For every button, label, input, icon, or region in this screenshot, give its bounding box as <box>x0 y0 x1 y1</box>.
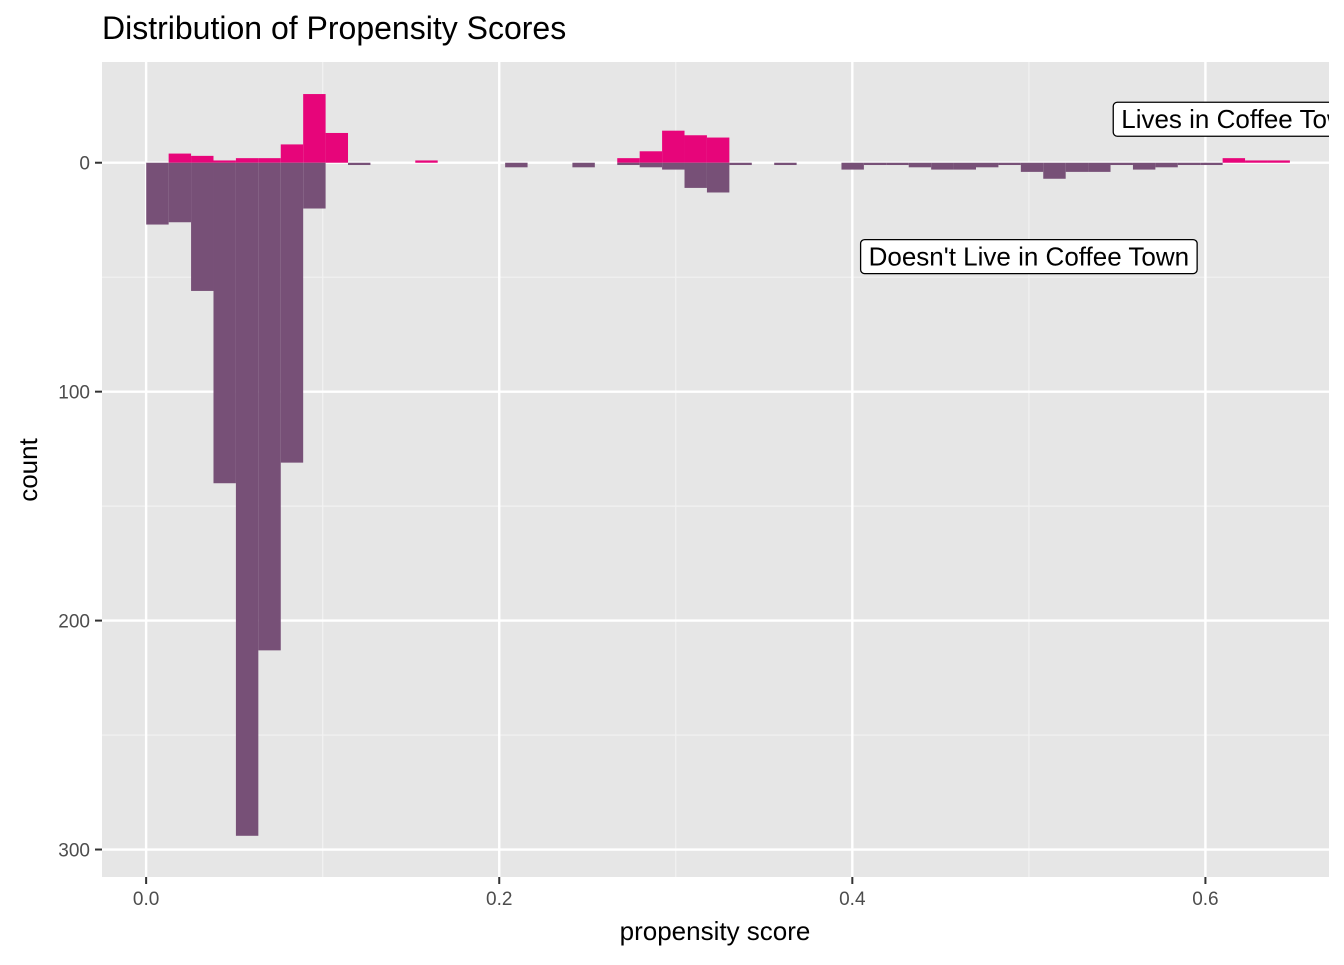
y-tick-label: 300 <box>58 841 90 862</box>
bar-doesnt-live-in-coffee-town <box>1065 162 1089 172</box>
annotation-box <box>1112 101 1329 137</box>
bar-doesnt-live-in-coffee-town <box>146 162 169 225</box>
bar-lives-in-coffee-town <box>662 130 685 163</box>
bar-doesnt-live-in-coffee-town <box>1177 162 1201 166</box>
bar-lives-in-coffee-town <box>1222 158 1246 163</box>
x-axis-ticks: 0.0 0.2 0.4 0.6 <box>133 877 1219 910</box>
x-tick-label: 0.6 <box>1192 889 1218 910</box>
bar-doesnt-live-in-coffee-town <box>213 162 236 484</box>
annotation-text: Lives in Coffee Town <box>1121 104 1344 134</box>
annotations: Lives in Coffee Town Doesn't Live in Coff… <box>859 101 1344 275</box>
bar-doesnt-live-in-coffee-town <box>617 162 640 166</box>
bar-doesnt-live-in-coffee-town <box>975 162 999 168</box>
bar-doesnt-live-in-coffee-town <box>1200 162 1223 166</box>
x-tick-label: 0.0 <box>133 889 159 910</box>
bar-lives-in-coffee-town <box>617 158 640 163</box>
bar-doesnt-live-in-coffee-town <box>886 162 909 166</box>
bar-doesnt-live-in-coffee-town <box>998 162 1021 166</box>
chart-title: Distribution of Propensity Scores <box>102 10 566 46</box>
bar-lives-in-coffee-town <box>280 144 304 163</box>
bar-doesnt-live-in-coffee-town <box>774 162 797 166</box>
x-axis-label: propensity score <box>620 916 811 946</box>
bar-lives-in-coffee-town <box>235 158 259 163</box>
bar-lives-in-coffee-town <box>1245 160 1268 163</box>
bars-doesnt-live-in-coffee-town <box>146 162 1223 836</box>
x-tick-label: 0.4 <box>839 889 866 910</box>
bar-doesnt-live-in-coffee-town <box>258 162 281 651</box>
bar-lives-in-coffee-town <box>303 94 326 163</box>
x-tick-label: 0.2 <box>486 889 512 910</box>
bar-doesnt-live-in-coffee-town <box>1043 162 1066 179</box>
bar-doesnt-live-in-coffee-town <box>191 162 214 291</box>
bar-doesnt-live-in-coffee-town <box>572 162 595 168</box>
bar-lives-in-coffee-town <box>415 160 438 163</box>
bar-lives-in-coffee-town <box>191 155 214 163</box>
bar-lives-in-coffee-town <box>258 158 281 163</box>
bar-lives-in-coffee-town <box>325 132 349 163</box>
bar-lives-in-coffee-town <box>168 153 192 163</box>
bar-doesnt-live-in-coffee-town <box>1020 162 1044 172</box>
y-tick-label: 100 <box>58 383 90 404</box>
bar-doesnt-live-in-coffee-town <box>729 162 752 166</box>
bar-doesnt-live-in-coffee-town <box>908 162 932 168</box>
y-axis-ticks: 0 100 200 300 <box>58 154 102 862</box>
bar-doesnt-live-in-coffee-town <box>684 162 707 188</box>
bar-doesnt-live-in-coffee-town <box>1110 162 1133 166</box>
bar-doesnt-live-in-coffee-town <box>931 162 954 170</box>
bar-doesnt-live-in-coffee-town <box>953 162 976 170</box>
bar-doesnt-live-in-coffee-town <box>505 162 528 168</box>
bar-doesnt-live-in-coffee-town <box>662 162 685 170</box>
bar-doesnt-live-in-coffee-town <box>1132 162 1156 170</box>
annotation-box <box>859 238 1198 275</box>
bar-doesnt-live-in-coffee-town <box>303 162 326 209</box>
bar-doesnt-live-in-coffee-town <box>841 162 864 170</box>
bar-lives-in-coffee-town <box>1267 160 1290 163</box>
bar-doesnt-live-in-coffee-town <box>1088 162 1111 172</box>
bar-doesnt-live-in-coffee-town <box>639 162 663 168</box>
bar-doesnt-live-in-coffee-town <box>1155 162 1178 168</box>
bar-lives-in-coffee-town <box>213 160 236 163</box>
y-axis-label: count <box>13 437 43 501</box>
bar-doesnt-live-in-coffee-town <box>168 162 192 223</box>
bar-lives-in-coffee-town <box>684 135 707 163</box>
bar-doesnt-live-in-coffee-town <box>348 162 371 166</box>
bar-doesnt-live-in-coffee-town <box>706 162 730 193</box>
bar-doesnt-live-in-coffee-town <box>280 162 304 463</box>
bar-doesnt-live-in-coffee-town <box>235 162 259 836</box>
annotation-text: Doesn't Live in Coffee Town <box>869 242 1190 272</box>
annotation-doesnt-live-in-coffee-town: Doesn't Live in Coffee Town <box>859 238 1198 275</box>
y-tick-label: 0 <box>79 154 90 175</box>
bars-lives-in-coffee-town <box>168 94 1290 163</box>
y-tick-label: 200 <box>58 612 90 633</box>
bar-lives-in-coffee-town <box>706 137 730 163</box>
annotation-lives-in-coffee-town: Lives in Coffee Town <box>1112 101 1344 137</box>
bar-lives-in-coffee-town <box>639 151 663 163</box>
bar-doesnt-live-in-coffee-town <box>863 162 887 166</box>
